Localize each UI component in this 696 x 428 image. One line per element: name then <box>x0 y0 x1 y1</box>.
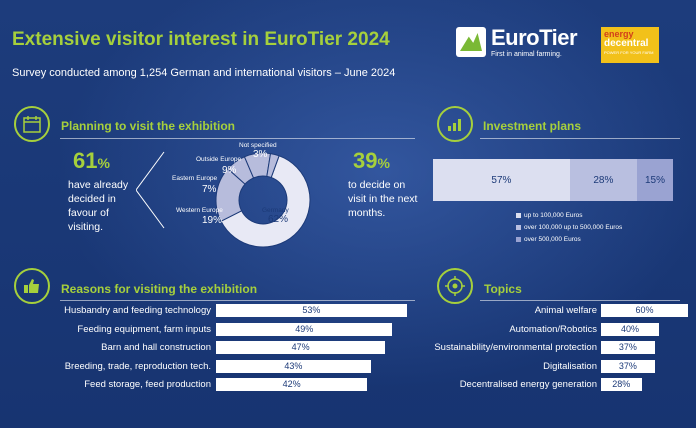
planning-right-value: 39% <box>353 148 390 174</box>
bar-category-label: Feeding equipment, farm inputs <box>77 323 211 335</box>
bar-category-label: Decentralised energy generation <box>459 379 597 390</box>
donut-slice-value: 7% <box>202 184 217 195</box>
donut-chart <box>136 151 311 248</box>
section-title-planning: Planning to visit the exhibition <box>61 119 236 133</box>
investment-segment-value: 15% <box>644 174 665 186</box>
legend-swatch <box>516 225 521 230</box>
bar <box>216 322 393 336</box>
bar-value-label: 43% <box>284 360 303 371</box>
investment-segment: 28% <box>569 159 637 201</box>
bar-value-label: 37% <box>618 360 637 371</box>
bar <box>601 341 655 354</box>
investment-segment-value: 28% <box>593 174 614 186</box>
bar-category-label: Animal welfare <box>534 305 597 316</box>
donut-slice <box>220 155 311 248</box>
planning-left-note: have already decided in favour of visiti… <box>68 179 129 233</box>
legend-swatch <box>516 237 521 242</box>
bar <box>216 304 407 317</box>
page-title: Extensive visitor interest in EuroTier 2… <box>12 29 390 50</box>
donut-slice-value: 19% <box>202 215 223 226</box>
eurotier-logo: EuroTier First in animal farming. <box>456 27 588 63</box>
investment-segment: 57% <box>433 159 570 201</box>
legend-swatch <box>516 213 521 218</box>
donut-slice-label: Outside Europe <box>196 156 242 163</box>
bar-value-label: 42% <box>282 379 301 389</box>
investment-legend-item: over 100,000 up to 500,000 Euros <box>516 224 622 231</box>
bar-category-label: Sustainability/environmental protection <box>434 342 597 353</box>
bar <box>601 378 642 391</box>
donut-slice-value: 62% <box>268 214 289 225</box>
calendar-icon <box>14 106 50 142</box>
bar-category-label: Barn and hall construction <box>101 342 211 353</box>
legend-label: over 500,000 Euros <box>524 236 581 243</box>
eurotier-mark-icon <box>456 27 486 57</box>
energy-decentral-logo: energy decentral POWER FOR YOUR FARM <box>601 27 659 63</box>
investment-segment: 15% <box>637 159 673 201</box>
donut-slice-label: Eastern Europe <box>172 175 218 182</box>
bar-value-label: 28% <box>612 379 631 389</box>
planning-right-number: 39 <box>353 148 378 173</box>
energy-logo-line2: decentral <box>604 38 649 49</box>
energy-logo-line1: energy <box>604 29 634 39</box>
energy-logo-tagline: POWER FOR YOUR FARM <box>604 50 654 55</box>
page-subtitle: Survey conducted among 1,254 German and … <box>12 67 396 79</box>
bar <box>601 322 659 336</box>
thumbs-up-icon <box>14 268 50 304</box>
bar-value-label: 40% <box>620 323 639 334</box>
legend-label: over 100,000 up to 500,000 Euros <box>524 224 623 231</box>
donut-slice <box>266 153 280 179</box>
planning-left-value: 61% <box>73 148 110 174</box>
eurotier-logo-name: EuroTier <box>491 25 578 50</box>
investment-legend-item: up to 100,000 Euros <box>516 212 583 219</box>
divider-planning <box>60 138 415 139</box>
divider-investment <box>480 138 680 139</box>
bar <box>601 304 688 317</box>
bar-value-label: 49% <box>295 323 314 334</box>
bar-value-label: 60% <box>635 305 654 315</box>
divider-topics <box>480 300 680 301</box>
bar-category-label: Husbandry and feeding technology <box>64 305 211 316</box>
planning-left-number: 61 <box>73 148 98 173</box>
investment-legend-item: over 500,000 Euros <box>516 236 581 243</box>
donut-slice-value: 9% <box>222 165 237 176</box>
bar-value-label: 53% <box>302 305 321 315</box>
investment-stacked-bar: 57% 28% 15% <box>433 159 673 201</box>
bar <box>601 359 655 373</box>
bracket-line <box>136 151 165 229</box>
section-title-topics: Topics <box>484 282 522 296</box>
bar-value-label: 47% <box>291 342 310 352</box>
eurotier-logo-tagline: First in animal farming. <box>491 51 562 58</box>
bar-value-label: 37% <box>618 342 637 352</box>
money-growth-icon <box>437 106 473 142</box>
bar <box>216 341 386 354</box>
section-title-reasons: Reasons for visiting the exhibition <box>61 282 258 296</box>
planning-right-unit: % <box>377 155 390 171</box>
donut-slice-label: Not specified <box>239 142 277 149</box>
legend-label: up to 100,000 Euros <box>524 212 583 219</box>
bar <box>216 378 368 391</box>
investment-segment-value: 57% <box>491 174 512 186</box>
planning-left-unit: % <box>97 155 110 171</box>
bar-category-label: Breeding, trade, reproduction tech. <box>64 360 211 372</box>
divider-reasons <box>60 300 415 301</box>
donut-slice-label: Western Europe <box>176 207 223 214</box>
donut-slice-label: Germany <box>262 207 289 214</box>
section-title-investment: Investment plans <box>483 119 582 133</box>
bar-category-label: Feed storage, feed production <box>84 379 211 390</box>
target-icon <box>437 268 473 304</box>
planning-right-note: to decide on visit in the next months. <box>348 179 418 219</box>
bar-category-label: Automation/Robotics <box>509 323 597 335</box>
bar-category-label: Digitalisation <box>543 360 597 372</box>
bar <box>216 359 371 373</box>
donut-slice-value: 3% <box>253 149 268 160</box>
